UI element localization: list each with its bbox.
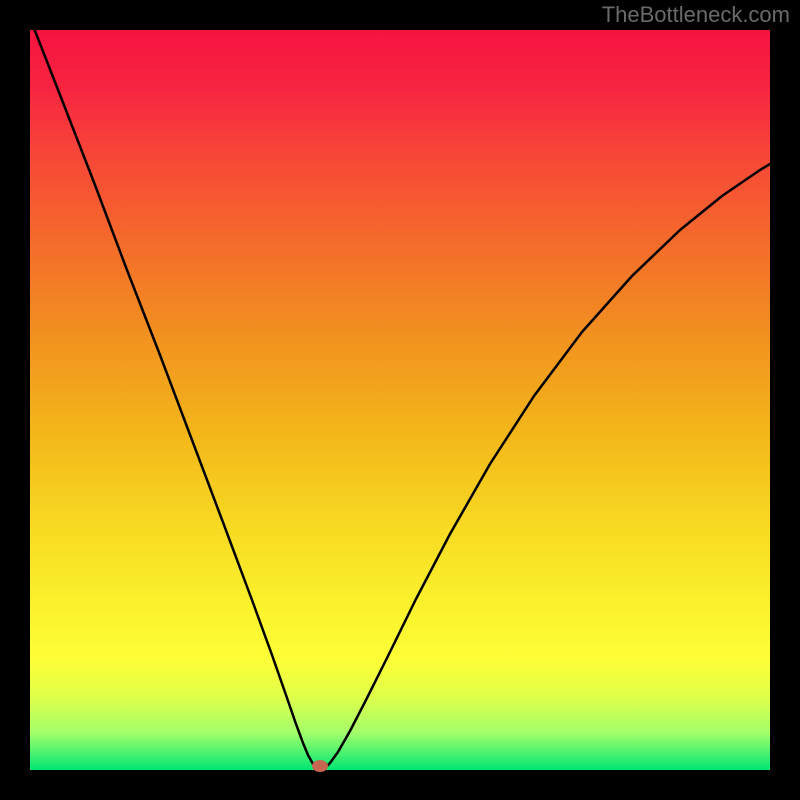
chart-frame: TheBottleneck.com [0, 0, 800, 800]
chart-svg [0, 0, 800, 800]
plot-area [30, 30, 770, 770]
bottleneck-curve [30, 18, 790, 770]
watermark-text: TheBottleneck.com [602, 2, 790, 28]
optimum-marker [312, 760, 328, 772]
